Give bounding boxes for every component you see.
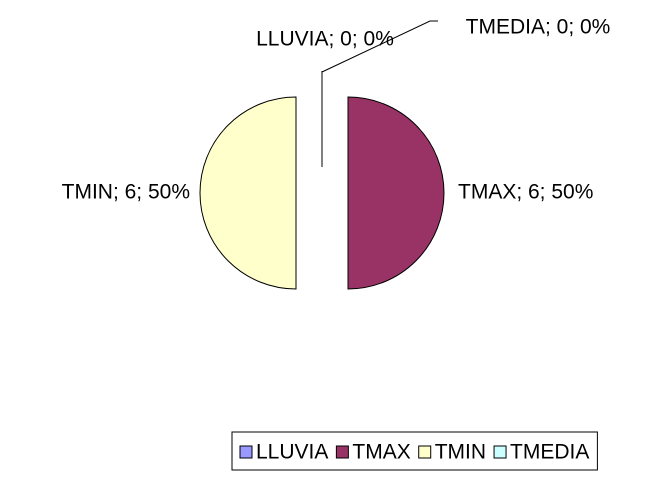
legend-label: TMAX xyxy=(352,441,410,464)
legend-swatch xyxy=(239,445,253,459)
data-label: TMIN; 6; 50% xyxy=(62,181,190,204)
legend-swatch xyxy=(335,445,349,459)
legend-swatch xyxy=(493,445,507,459)
data-label: TMAX; 6; 50% xyxy=(458,181,593,204)
data-label: TMEDIA; 0; 0% xyxy=(466,16,611,39)
leader-line xyxy=(321,20,438,73)
legend-label: LLUVIA xyxy=(256,441,328,464)
data-label: LLUVIA; 0; 0% xyxy=(256,28,394,51)
legend-box xyxy=(231,431,598,471)
legend-label: TMIN xyxy=(435,441,486,464)
pie-slice xyxy=(199,96,297,290)
pie-slice xyxy=(347,96,445,290)
legend-label: TMEDIA xyxy=(510,441,589,464)
legend-swatch xyxy=(418,445,432,459)
